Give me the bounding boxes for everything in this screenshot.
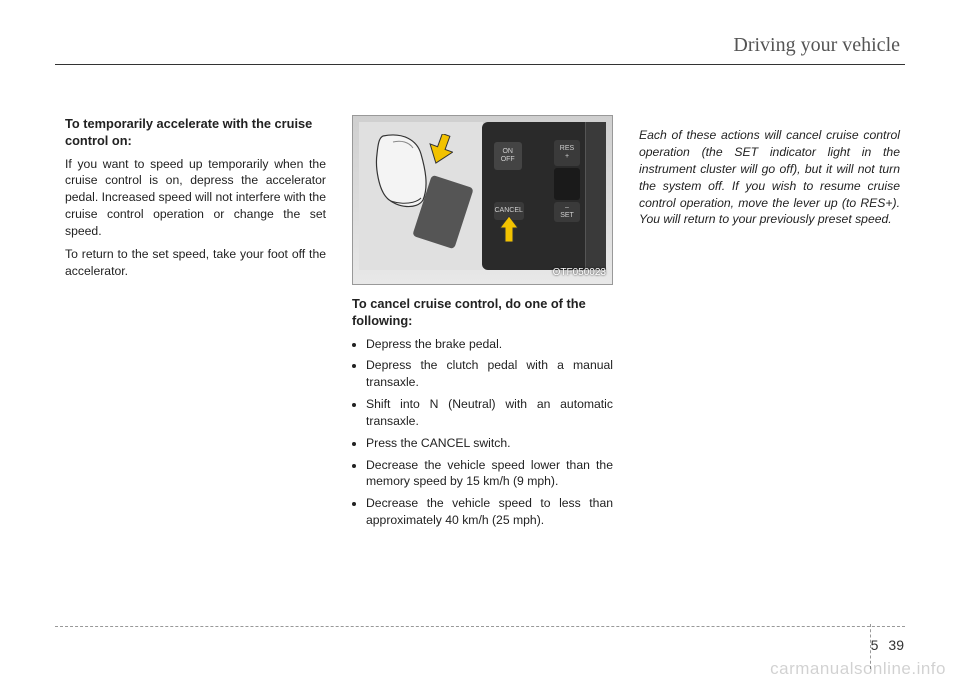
wheel-rim bbox=[585, 122, 606, 270]
col2-heading: To cancel cruise control, do one of the … bbox=[352, 295, 613, 330]
onoff-button-graphic: ON OFF bbox=[494, 142, 522, 170]
content-columns: To temporarily accelerate with the cruis… bbox=[65, 115, 900, 534]
shoe-illustration bbox=[373, 132, 433, 210]
page-section-title: Driving your vehicle bbox=[733, 34, 900, 57]
column-3: Each of these actions will cancel cruise… bbox=[639, 115, 900, 534]
arrow-down-icon bbox=[429, 134, 453, 164]
header-divider bbox=[55, 64, 905, 65]
arrow-up-icon bbox=[500, 216, 518, 242]
list-item: Decrease the vehicle speed to less than … bbox=[366, 495, 613, 529]
list-item: Depress the brake pedal. bbox=[366, 336, 613, 353]
page-chapter: 5 bbox=[871, 637, 879, 653]
list-item: Shift into N (Neutral) with an automatic… bbox=[366, 396, 613, 430]
figure-code-label: OTF050023 bbox=[553, 266, 606, 280]
page-number: 5 39 bbox=[871, 637, 904, 653]
column-1: To temporarily accelerate with the cruis… bbox=[65, 115, 326, 534]
cruise-control-figure: ON OFF CANCEL RES + – SET OTF050023 bbox=[352, 115, 613, 285]
list-item: Press the CANCEL switch. bbox=[366, 435, 613, 452]
col1-heading: To temporarily accelerate with the cruis… bbox=[65, 115, 326, 150]
resume-note: Each of these actions will cancel cruise… bbox=[639, 127, 900, 228]
col1-para2: To return to the set speed, take your fo… bbox=[65, 246, 326, 280]
toggle-lever-graphic bbox=[554, 168, 580, 200]
watermark-text: carmanualsonline.info bbox=[770, 659, 946, 679]
list-item: Depress the clutch pedal with a manual t… bbox=[366, 357, 613, 391]
manual-page: Driving your vehicle To temporarily acce… bbox=[0, 0, 960, 689]
footer-divider bbox=[55, 626, 905, 627]
res-button-graphic: RES + bbox=[554, 140, 580, 166]
cancel-steps-list: Depress the brake pedal. Depress the clu… bbox=[352, 336, 613, 529]
list-item: Decrease the vehicle speed lower than th… bbox=[366, 457, 613, 491]
steering-controls-illustration: ON OFF CANCEL RES + – SET bbox=[482, 122, 606, 270]
page-num: 39 bbox=[888, 637, 904, 653]
pedal-illustration bbox=[359, 122, 483, 270]
set-button-graphic: – SET bbox=[554, 202, 580, 222]
column-2: ON OFF CANCEL RES + – SET OTF050023 To c… bbox=[352, 115, 613, 534]
col1-para1: If you want to speed up temporarily when… bbox=[65, 156, 326, 240]
